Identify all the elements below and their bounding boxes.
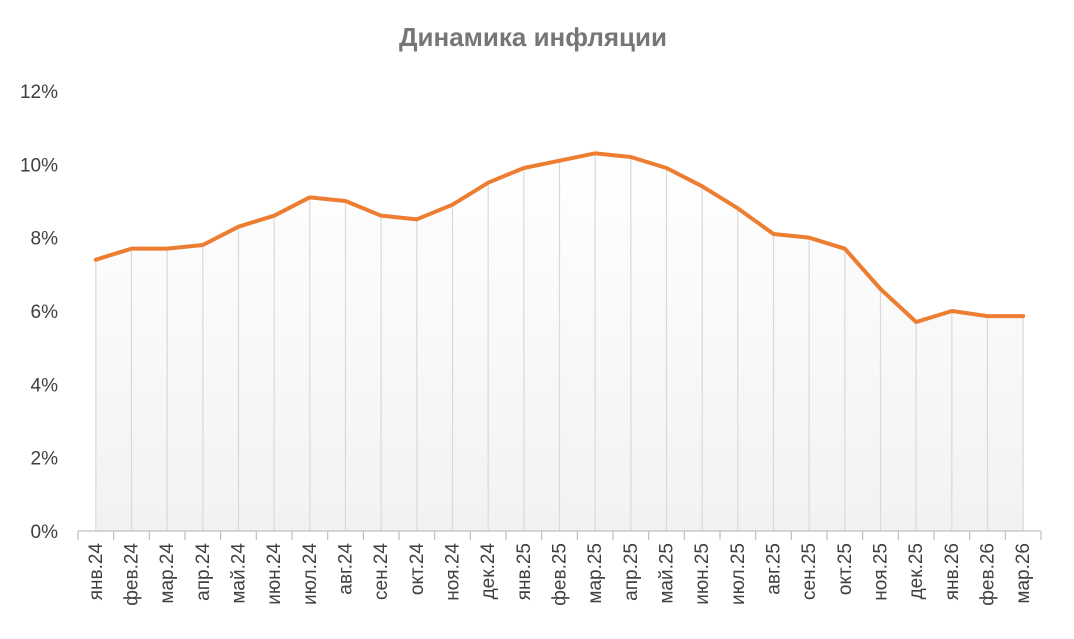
data-point (486, 181, 490, 185)
x-tick-label: сен.25 (799, 543, 820, 600)
x-axis (77, 530, 1042, 540)
x-tick-label: июн.24 (264, 543, 285, 605)
data-point (629, 155, 633, 159)
series-line (93, 151, 1026, 324)
series-layer (93, 151, 1026, 324)
data-point (415, 217, 419, 221)
data-point (665, 166, 669, 170)
x-tick-label: янв.25 (514, 543, 535, 600)
y-tick-label: 2% (31, 449, 59, 470)
x-tick-labels: янв.24 фев.24 мар.24 апр.24 май.24 июн.24 июл.… (86, 543, 1034, 606)
x-tick-label: апр.25 (621, 543, 642, 601)
data-point (451, 203, 455, 207)
x-tick-label: мар.26 (1013, 543, 1034, 604)
data-point (344, 199, 348, 203)
y-tick-label: 8% (31, 229, 59, 250)
data-point (379, 214, 383, 218)
x-tick-label: июл.24 (300, 543, 321, 605)
data-point (165, 247, 169, 251)
x-tick-label: июл.25 (728, 543, 749, 605)
data-point (736, 206, 740, 210)
data-point (94, 258, 98, 262)
x-tick-label: май.25 (657, 543, 678, 604)
data-point (1021, 314, 1025, 318)
data-point (843, 247, 847, 251)
y-tick-label: 6% (31, 302, 59, 323)
data-point (272, 214, 276, 218)
data-point (308, 195, 312, 199)
data-point (130, 247, 134, 251)
x-tick-label: окт.24 (407, 543, 428, 596)
x-tick-label: мар.25 (585, 543, 606, 604)
x-tick-label: янв.26 (942, 543, 963, 600)
x-tick-label: ноя.25 (871, 543, 892, 601)
x-tick-label: июн.25 (692, 543, 713, 605)
y-tick-label: 4% (31, 375, 59, 396)
y-tick-label: 10% (20, 155, 58, 176)
x-tick-label: дек.24 (478, 543, 499, 600)
drop-lines (95, 153, 1024, 531)
x-tick-label: фев.25 (550, 543, 571, 606)
x-tick-label: май.24 (229, 543, 250, 604)
y-axis: 0% 2% 4% 6% 8% 10% 12% (20, 82, 58, 543)
x-tick-label: авг.24 (336, 543, 357, 595)
data-point (914, 320, 918, 324)
data-point (593, 151, 597, 155)
x-tick-label: апр.24 (193, 543, 214, 601)
data-point (772, 232, 776, 236)
data-point (558, 159, 562, 163)
data-point (950, 309, 954, 313)
data-point (879, 287, 883, 291)
data-point (986, 314, 990, 318)
data-point (700, 184, 704, 188)
data-point (201, 243, 205, 247)
x-tick-label: ноя.24 (443, 543, 464, 601)
y-tick-label: 0% (31, 522, 59, 543)
x-tick-label: окт.25 (835, 543, 856, 595)
data-point (522, 166, 526, 170)
y-tick-label: 12% (20, 82, 58, 103)
x-tick-label: фев.24 (122, 543, 143, 606)
x-tick-label: сен.24 (371, 543, 392, 600)
x-tick-label: янв.24 (86, 543, 107, 601)
x-tick-label: мар.24 (157, 543, 178, 604)
x-tick-label: дек.25 (906, 543, 927, 599)
x-tick-label: авг.25 (764, 543, 785, 595)
chart-title: Динамика инфляции (399, 22, 667, 52)
data-point (807, 236, 811, 240)
data-point (237, 225, 241, 229)
x-tick-label: фев.26 (978, 543, 999, 606)
